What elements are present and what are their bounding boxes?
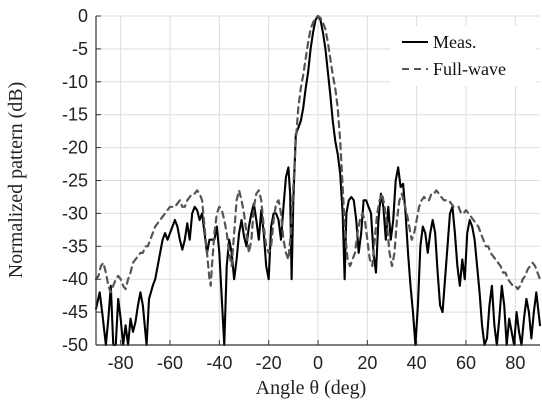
ticks-layer: -80 -60 -40 -20 0 20 40 60 80 0 -5 -10 -15 -20 -25 -30 -… [62, 6, 525, 373]
y-tick-label: -5 [72, 39, 88, 59]
x-axis-label: Angle θ (deg) [256, 377, 367, 399]
y-tick-label: 0 [78, 6, 88, 26]
y-tick-label: -30 [62, 203, 88, 223]
legend-full-wave-label: Full-wave [433, 59, 506, 79]
full-wave-series-line [94, 14, 542, 294]
legend: Meas. Full-wave [390, 26, 536, 86]
x-tick-label: 40 [407, 353, 427, 373]
y-tick-label: -45 [62, 302, 88, 322]
x-tick-label: 60 [456, 353, 476, 373]
y-tick-label: -40 [62, 269, 88, 289]
x-tick-label: -20 [256, 353, 282, 373]
y-tick-label: -10 [62, 72, 88, 92]
x-tick-label: -60 [157, 353, 183, 373]
y-tick-label: -35 [62, 236, 88, 256]
x-tick-label: -40 [206, 353, 232, 373]
x-tick-label: 80 [505, 353, 525, 373]
series-layer [94, 14, 542, 347]
y-tick-label: -50 [62, 335, 88, 355]
y-axis-label: Normalized pattern (dB) [5, 82, 27, 279]
x-tick-label: -80 [108, 353, 134, 373]
y-tick-label: -25 [62, 171, 88, 191]
legend-meas-label: Meas. [433, 32, 477, 52]
y-tick-label: -20 [62, 138, 88, 158]
x-tick-label: 0 [313, 353, 323, 373]
x-tick-label: 20 [357, 353, 377, 373]
y-tick-label: -15 [62, 105, 88, 125]
legend-box [390, 26, 536, 86]
